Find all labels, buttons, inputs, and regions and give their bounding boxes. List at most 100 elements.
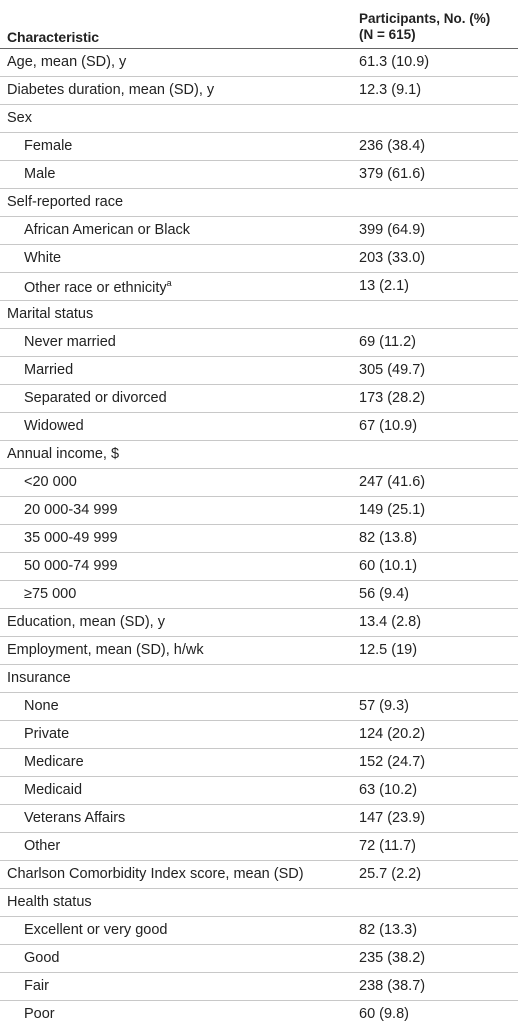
characteristic-column-header: Characteristic	[7, 29, 99, 45]
row-label: Medicaid	[24, 782, 83, 798]
table-row: Excellent or very good 82 (13.3)	[0, 917, 518, 945]
row-label: Other	[24, 838, 61, 854]
row-label: Diabetes duration, mean (SD), y	[7, 82, 215, 98]
table-row: Marital status	[0, 301, 518, 329]
table-row: Charlson Comorbidity Index score, mean (…	[0, 861, 518, 889]
row-label: African American or Black	[24, 222, 191, 238]
row-label: Age, mean (SD), y	[7, 54, 127, 70]
table-row: Employment, mean (SD), h/wk 12.5 (19)	[0, 637, 518, 665]
row-value: 63 (10.2)	[359, 782, 418, 798]
participants-header-line1: Participants, No. (%)	[359, 11, 491, 26]
table-row: Diabetes duration, mean (SD), y 12.3 (9.1…	[0, 77, 518, 105]
row-value: 173 (28.2)	[359, 390, 426, 406]
row-label: Male	[24, 166, 56, 182]
table-row: Private 124 (20.2)	[0, 721, 518, 749]
row-label: Insurance	[7, 670, 71, 686]
table-row: Health status	[0, 889, 518, 917]
row-label: Widowed	[24, 418, 84, 434]
table-row: White 203 (33.0)	[0, 245, 518, 273]
table-row: Medicare 152 (24.7)	[0, 749, 518, 777]
footnote-marker: a	[166, 278, 172, 288]
row-label: Separated or divorced	[24, 390, 167, 406]
table-row: Fair 238 (38.7)	[0, 973, 518, 1001]
table-row: Widowed 67 (10.9)	[0, 413, 518, 441]
row-label: Sex	[7, 110, 32, 126]
row-value: 82 (13.8)	[359, 530, 418, 546]
table-row: Other 72 (11.7)	[0, 833, 518, 861]
row-value: 60 (9.8)	[359, 1006, 409, 1022]
row-value: 12.3 (9.1)	[359, 82, 422, 98]
row-label: 20 000-34 999	[24, 502, 118, 518]
table-row: Veterans Affairs 147 (23.9)	[0, 805, 518, 833]
table-row: Annual income, $	[0, 441, 518, 469]
table-row: Female 236 (38.4)	[0, 133, 518, 161]
table-row: Medicaid 63 (10.2)	[0, 777, 518, 805]
row-value: 12.5 (19)	[359, 642, 418, 658]
row-value: 56 (9.4)	[359, 586, 409, 602]
table-row: None 57 (9.3)	[0, 693, 518, 721]
row-label: Medicare	[24, 754, 84, 770]
row-label: 35 000-49 999	[24, 530, 118, 546]
row-value: 152 (24.7)	[359, 754, 426, 770]
row-label: Employment, mean (SD), h/wk	[7, 642, 204, 658]
row-value: 124 (20.2)	[359, 726, 426, 742]
row-label: Female	[24, 138, 73, 154]
table-row: African American or Black 399 (64.9)	[0, 217, 518, 245]
row-value: 61.3 (10.9)	[359, 54, 430, 70]
row-value: 379 (61.6)	[359, 166, 426, 182]
row-label: Marital status	[7, 306, 94, 322]
table-row: Never married 69 (11.2)	[0, 329, 518, 357]
row-label: Excellent or very good	[24, 922, 168, 938]
table-row: Good 235 (38.2)	[0, 945, 518, 973]
row-value: 69 (11.2)	[359, 334, 416, 350]
table-row: Married 305 (49.7)	[0, 357, 518, 385]
table-row: 35 000-49 999 82 (13.8)	[0, 525, 518, 553]
row-label: Veterans Affairs	[24, 810, 126, 826]
table-row: Education, mean (SD), y 13.4 (2.8)	[0, 609, 518, 637]
row-label: Poor	[24, 1006, 55, 1022]
table-row: Self-reported race	[0, 189, 518, 217]
row-value: 82 (13.3)	[359, 922, 418, 938]
table-body: Age, mean (SD), y 61.3 (10.9) Diabetes dur…	[0, 49, 518, 1029]
row-value: 235 (38.2)	[359, 950, 426, 966]
row-label: White	[24, 250, 62, 266]
row-label: Other race or ethnicitya	[24, 278, 172, 296]
table-row: Age, mean (SD), y 61.3 (10.9)	[0, 49, 518, 77]
row-label: Self-reported race	[7, 194, 124, 210]
table-row: Male 379 (61.6)	[0, 161, 518, 189]
row-label: ≥75 000	[24, 586, 77, 602]
table-row: Other race or ethnicitya 13 (2.1)	[0, 273, 518, 301]
table-row: Poor 60 (9.8)	[0, 1001, 518, 1029]
participants-header-line2: (N = 615)	[359, 27, 416, 42]
table-row: 50 000-74 999 60 (10.1)	[0, 553, 518, 581]
row-value: 13 (2.1)	[359, 278, 409, 294]
row-value: 305 (49.7)	[359, 362, 426, 378]
row-value: 25.7 (2.2)	[359, 866, 422, 882]
row-value: 399 (64.9)	[359, 222, 426, 238]
participants-column-header: Participants, No. (%) (N = 615)	[359, 11, 490, 43]
row-label: Married	[24, 362, 74, 378]
row-value: 203 (33.0)	[359, 250, 426, 266]
row-label: Health status	[7, 894, 92, 910]
table-row: Insurance	[0, 665, 518, 693]
row-value: 60 (10.1)	[359, 558, 418, 574]
row-label: 50 000-74 999	[24, 558, 118, 574]
row-label: Education, mean (SD), y	[7, 614, 165, 630]
row-value: 147 (23.9)	[359, 810, 426, 826]
row-label: <20 000	[24, 474, 77, 490]
table-row: Separated or divorced 173 (28.2)	[0, 385, 518, 413]
row-label: None	[24, 698, 59, 714]
table-header: Characteristic Participants, No. (%) (N …	[0, 0, 518, 49]
row-value: 72 (11.7)	[359, 838, 416, 854]
row-value: 67 (10.9)	[359, 418, 418, 434]
row-value: 247 (41.6)	[359, 474, 426, 490]
table-row: <20 000 247 (41.6)	[0, 469, 518, 497]
row-label: Charlson Comorbidity Index score, mean (…	[7, 866, 304, 882]
table-row: Sex	[0, 105, 518, 133]
row-label: Good	[24, 950, 60, 966]
row-value: 13.4 (2.8)	[359, 614, 422, 630]
row-value: 236 (38.4)	[359, 138, 426, 154]
row-label: Annual income, $	[7, 446, 120, 462]
row-value: 57 (9.3)	[359, 698, 409, 714]
